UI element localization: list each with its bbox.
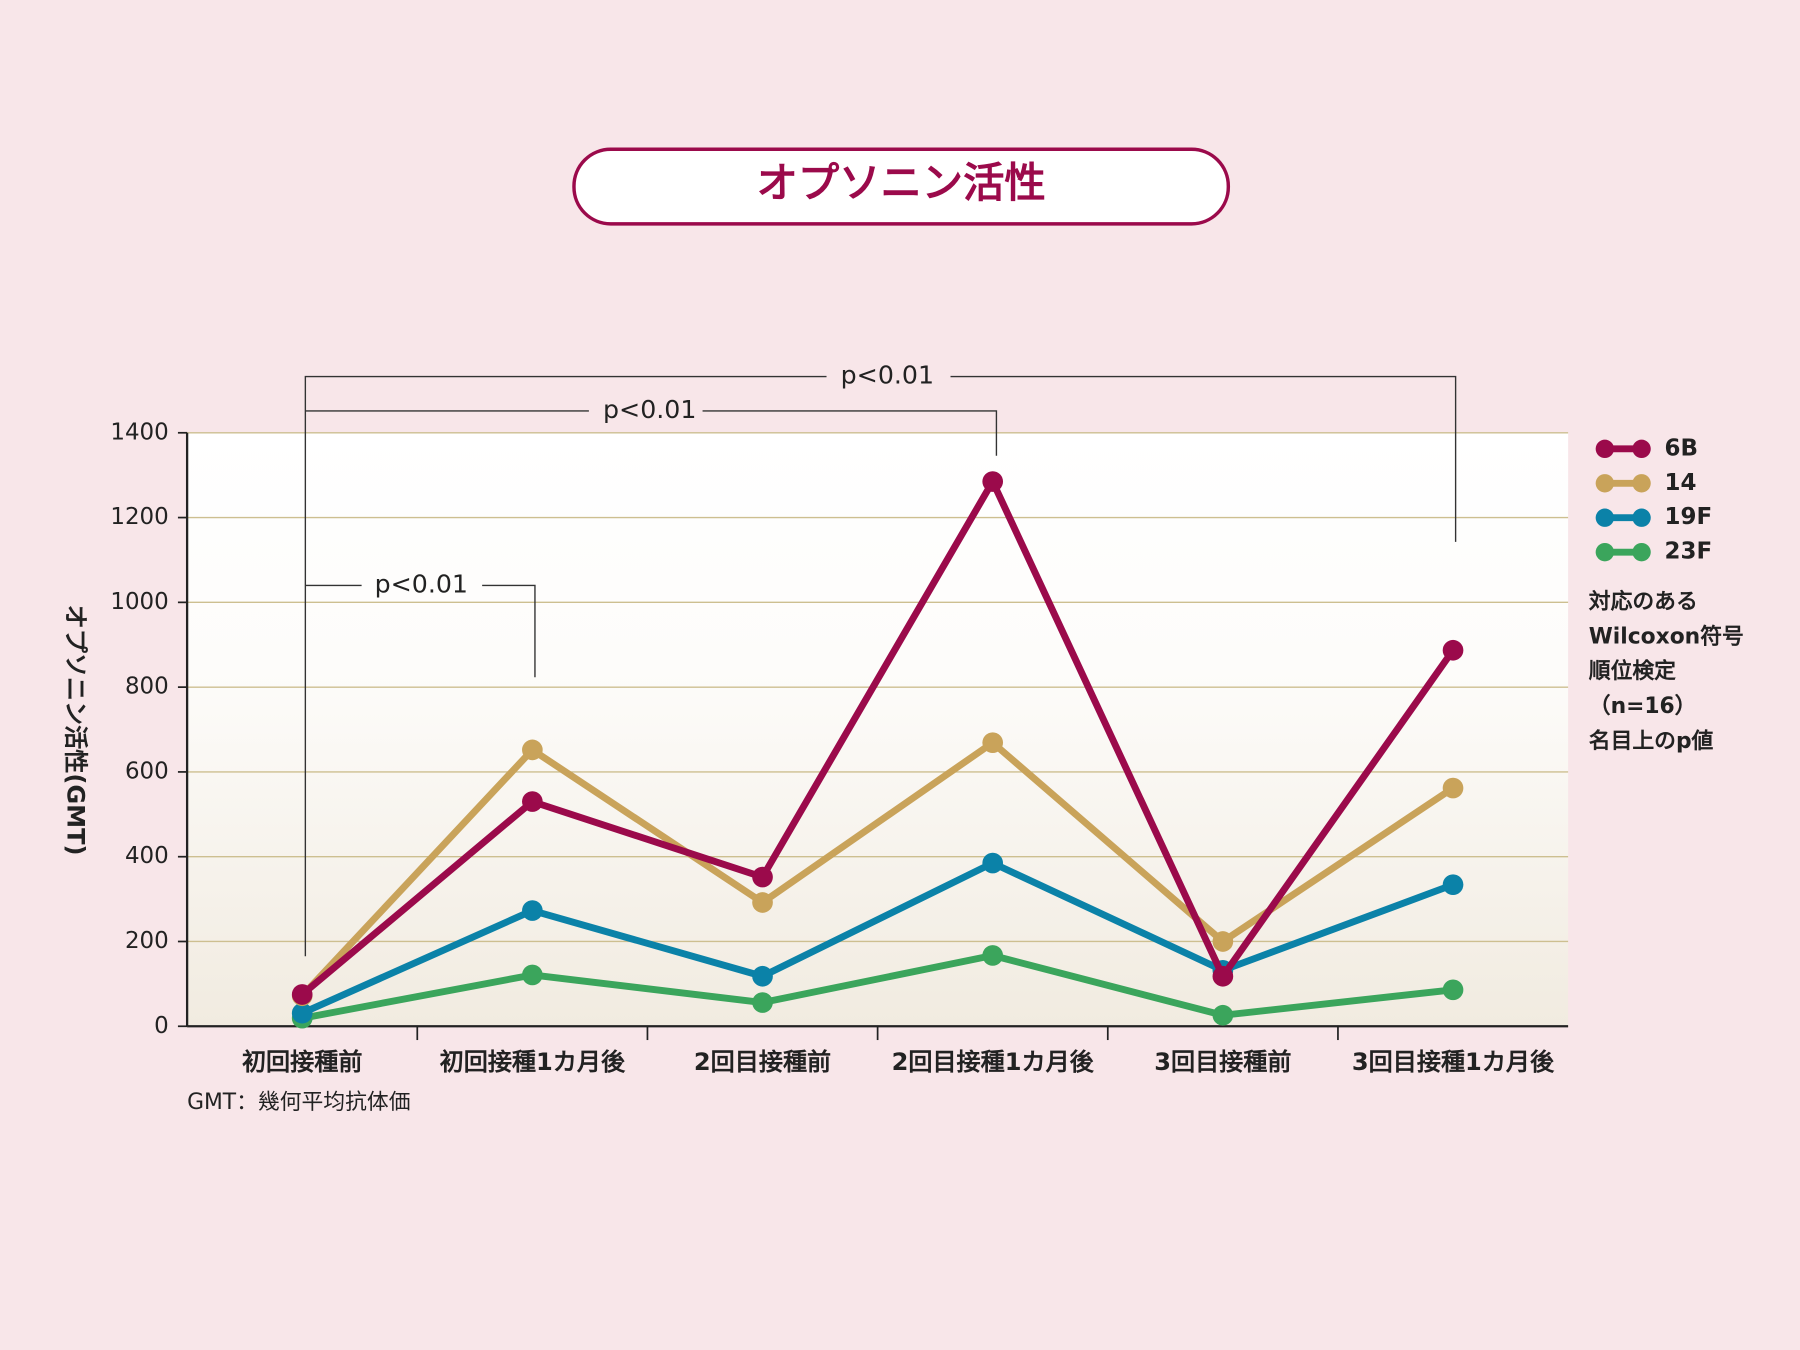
data-point: [522, 964, 543, 986]
legend-swatch: [1595, 508, 1615, 527]
legend-note: Wilcoxon符号: [1589, 623, 1744, 649]
legend-note: 順位検定: [1589, 658, 1676, 684]
data-point: [1442, 979, 1464, 1001]
x-tick-label: 初回接種1カ月後: [440, 1048, 626, 1076]
series-line: [299, 478, 1456, 998]
legend-swatch: [1595, 439, 1615, 459]
x-tick-label: 2回目接種前: [694, 1048, 831, 1076]
annotation: p<0.01: [603, 395, 696, 424]
y-axis-label: オプソニン活性(GMT): [62, 605, 90, 856]
bracket: [305, 410, 998, 456]
bracket: [304, 375, 1457, 957]
data-point: [982, 471, 1004, 492]
bracket: [305, 584, 536, 678]
legend-label: 23F: [1665, 539, 1713, 565]
y-tick-label: 400: [125, 843, 169, 869]
data-point: [982, 945, 1004, 966]
series-line: [299, 739, 1455, 999]
x-tick-label: 3回目接種前: [1154, 1048, 1291, 1076]
x-tick-label: 初回接種前: [242, 1048, 362, 1076]
y-tick-label: 1000: [110, 589, 168, 615]
x-tick-label: 3回目接種1カ月後: [1352, 1048, 1555, 1076]
legend-swatch: [1632, 542, 1651, 562]
legend-note: （n=16）: [1589, 694, 1697, 719]
data-point: [752, 892, 773, 913]
data-point: [1442, 639, 1464, 661]
data-point: [1212, 965, 1234, 987]
data-point: [522, 900, 543, 921]
legend-label: 19F: [1665, 504, 1713, 530]
plot-area: [187, 432, 1569, 1027]
legend-label: 6B: [1665, 435, 1698, 461]
legend-swatch: [1632, 474, 1651, 493]
y-tick-label: 1200: [110, 504, 168, 530]
legend-label: 14: [1665, 470, 1697, 496]
data-point: [1442, 874, 1464, 896]
x-tick-label: 2回目接種1カ月後: [892, 1048, 1095, 1076]
legend-swatch: [1632, 439, 1651, 459]
data-point: [1212, 931, 1234, 952]
data-point: [291, 1002, 313, 1024]
legend-swatch: [1595, 542, 1615, 562]
footnote: GMT：幾何平均抗体価: [187, 1090, 410, 1115]
annotation: p<0.01: [375, 569, 468, 598]
y-tick-label: 600: [125, 758, 169, 784]
y-tick-label: 0: [154, 1013, 169, 1039]
data-point: [982, 732, 1004, 754]
data-point: [522, 791, 543, 812]
series-line: [301, 952, 1454, 1022]
legend-note: 名目上のp値: [1589, 728, 1714, 754]
legend-swatch: [1632, 508, 1651, 527]
data-point: [752, 992, 773, 1013]
legend-swatch: [1595, 474, 1615, 493]
data-point: [982, 852, 1004, 874]
data-point: [522, 739, 543, 761]
y-tick-label: 200: [125, 928, 169, 954]
data-point: [1212, 1004, 1234, 1026]
series-line: [300, 859, 1455, 1017]
legend-note: 対応のある: [1589, 589, 1698, 615]
annotation: p<0.01: [841, 361, 934, 390]
data-point: [752, 965, 773, 987]
data-point: [752, 866, 773, 888]
data-point: [1442, 777, 1464, 799]
chart-title: オプソニン活性: [757, 159, 1046, 207]
y-tick-label: 1400: [110, 419, 168, 445]
data-point: [291, 984, 313, 1005]
y-tick-label: 800: [125, 674, 169, 700]
title-box: [572, 147, 1231, 226]
